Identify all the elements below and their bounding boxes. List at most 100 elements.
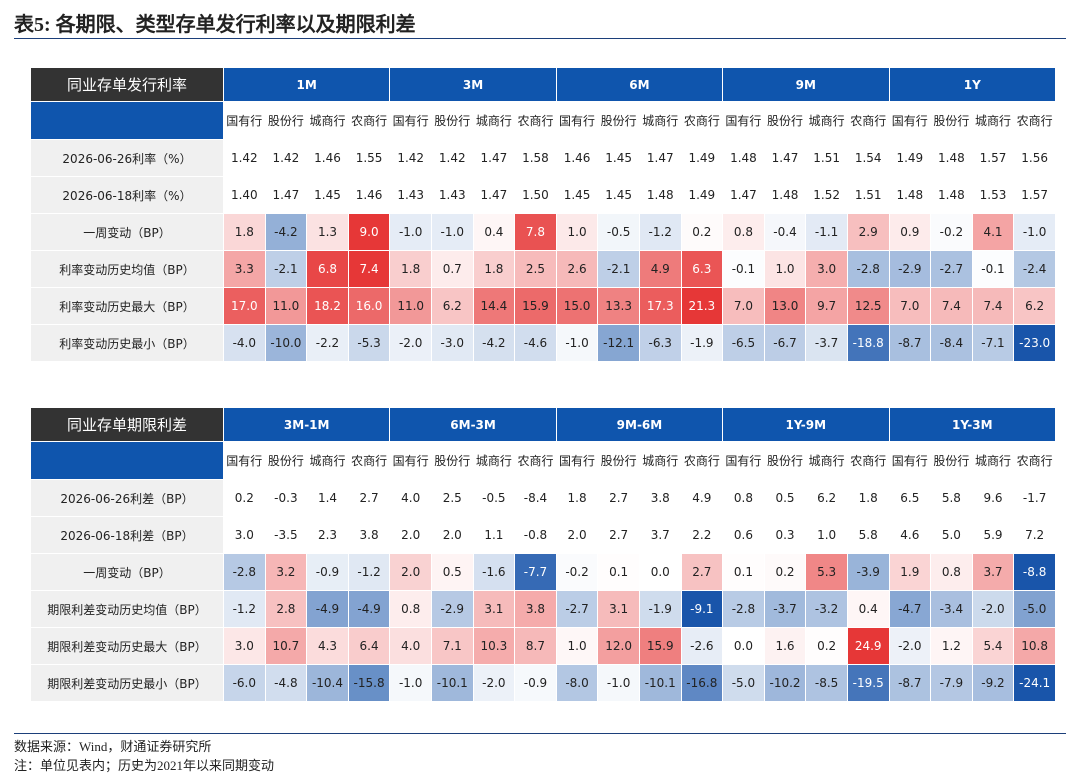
subheader: 股份行 bbox=[763, 441, 807, 480]
row-label: 期限利差变动历史最大（BP） bbox=[30, 627, 224, 665]
subheader: 农商行 bbox=[514, 441, 557, 480]
cell: -15.8 bbox=[347, 664, 391, 702]
cell: 1.46 bbox=[347, 176, 391, 214]
cell: 12.0 bbox=[597, 627, 640, 665]
subheader: 国有行 bbox=[223, 441, 266, 480]
cell: -4.2 bbox=[472, 324, 516, 362]
cell: 1.47 bbox=[472, 139, 516, 177]
cell: 1.49 bbox=[680, 176, 724, 214]
cell: 1.8 bbox=[472, 250, 516, 288]
cell: -6.5 bbox=[722, 324, 765, 362]
cell: 8.7 bbox=[514, 627, 557, 665]
cell: -9.1 bbox=[680, 590, 724, 628]
cell: 0.1 bbox=[597, 553, 640, 591]
cell: -1.0 bbox=[389, 213, 432, 251]
cell: 1.46 bbox=[306, 139, 349, 177]
cell: 0.9 bbox=[888, 213, 932, 251]
cell: 1.42 bbox=[389, 139, 432, 177]
cell: 1.1 bbox=[472, 516, 516, 554]
corner bbox=[30, 101, 224, 140]
cell: 1.45 bbox=[306, 176, 349, 214]
cell: -6.7 bbox=[763, 324, 807, 362]
subheader: 股份行 bbox=[597, 441, 640, 480]
cell: 1.40 bbox=[223, 176, 266, 214]
cell: -2.8 bbox=[223, 553, 266, 591]
cell: -2.9 bbox=[430, 590, 474, 628]
cell: -1.0 bbox=[430, 213, 474, 251]
cell: 2.0 bbox=[430, 516, 474, 554]
cell: 3.0 bbox=[223, 627, 266, 665]
row-label: 利率变动历史最小（BP） bbox=[30, 324, 224, 362]
cell: -3.2 bbox=[805, 590, 848, 628]
cell: 1.49 bbox=[680, 139, 724, 177]
cell: -6.0 bbox=[223, 664, 266, 702]
table-caption: 同业存单发行利率 bbox=[30, 67, 224, 102]
subheader: 股份行 bbox=[430, 101, 474, 140]
cell: -1.7 bbox=[1013, 479, 1056, 517]
cell: 7.2 bbox=[1013, 516, 1056, 554]
cell: -2.2 bbox=[306, 324, 349, 362]
cell: 2.2 bbox=[680, 516, 724, 554]
subheader: 城商行 bbox=[805, 101, 848, 140]
subheader: 城商行 bbox=[472, 441, 516, 480]
cell: 2.7 bbox=[597, 479, 640, 517]
cell: 24.9 bbox=[846, 627, 890, 665]
subheader: 城商行 bbox=[306, 441, 349, 480]
cell: 12.5 bbox=[846, 287, 890, 325]
data-row: 利率变动历史最大（BP） 17.0 11.0 18.2 16.0 11.0 6.2 14.4 1… bbox=[30, 287, 1056, 325]
cell: -10.2 bbox=[763, 664, 807, 702]
cell: -4.0 bbox=[223, 324, 266, 362]
cell: 1.48 bbox=[930, 176, 973, 214]
cell: -0.5 bbox=[472, 479, 516, 517]
cell: 3.8 bbox=[514, 590, 557, 628]
cell: 2.0 bbox=[555, 516, 599, 554]
cell: 0.6 bbox=[722, 516, 765, 554]
cell: 6.2 bbox=[1013, 287, 1056, 325]
cell: 1.57 bbox=[971, 139, 1015, 177]
cell: -8.4 bbox=[930, 324, 973, 362]
subheader: 农商行 bbox=[846, 101, 890, 140]
subheader: 城商行 bbox=[472, 101, 516, 140]
group-header: 6M bbox=[555, 67, 724, 102]
data-row: 2026-06-18利率（%） 1.40 1.47 1.45 1.46 1.43 1.43 1… bbox=[30, 176, 1056, 214]
cell: 3.1 bbox=[597, 590, 640, 628]
cell: 9.0 bbox=[347, 213, 391, 251]
cell: 3.1 bbox=[472, 590, 516, 628]
cell: 1.3 bbox=[306, 213, 349, 251]
cell: 0.5 bbox=[763, 479, 807, 517]
cell: -8.5 bbox=[805, 664, 848, 702]
cell: 1.8 bbox=[389, 250, 432, 288]
cell: 2.5 bbox=[514, 250, 557, 288]
cell: -2.8 bbox=[846, 250, 890, 288]
cell: -10.1 bbox=[638, 664, 682, 702]
cell: 10.3 bbox=[472, 627, 516, 665]
cell: 7.4 bbox=[930, 287, 973, 325]
cell: 1.8 bbox=[555, 479, 599, 517]
subheader: 城商行 bbox=[638, 441, 682, 480]
cell: 3.7 bbox=[638, 516, 682, 554]
cell: 9.6 bbox=[971, 479, 1015, 517]
cell: -23.0 bbox=[1013, 324, 1056, 362]
subheader: 农商行 bbox=[347, 441, 391, 480]
cell: 1.53 bbox=[971, 176, 1015, 214]
row-label: 2026-06-26利差（BP） bbox=[30, 479, 224, 517]
cell: 1.56 bbox=[1013, 139, 1056, 177]
cell: 0.5 bbox=[430, 553, 474, 591]
cell: 1.8 bbox=[846, 479, 890, 517]
cell: 5.8 bbox=[846, 516, 890, 554]
cell: -0.3 bbox=[264, 479, 308, 517]
cell: 0.8 bbox=[722, 479, 765, 517]
cell: 6.5 bbox=[888, 479, 932, 517]
cell: 1.8 bbox=[223, 213, 266, 251]
cell: 0.0 bbox=[722, 627, 765, 665]
title: 表5: 各期限、类型存单发行利率以及期限利差 bbox=[14, 14, 416, 36]
cell: 4.0 bbox=[389, 627, 432, 665]
cell: 21.3 bbox=[680, 287, 724, 325]
cell: 2.0 bbox=[389, 553, 432, 591]
cell: 18.2 bbox=[306, 287, 349, 325]
cell: -9.2 bbox=[971, 664, 1015, 702]
cell: 2.7 bbox=[680, 553, 724, 591]
cell: -6.3 bbox=[638, 324, 682, 362]
cell: -5.3 bbox=[347, 324, 391, 362]
